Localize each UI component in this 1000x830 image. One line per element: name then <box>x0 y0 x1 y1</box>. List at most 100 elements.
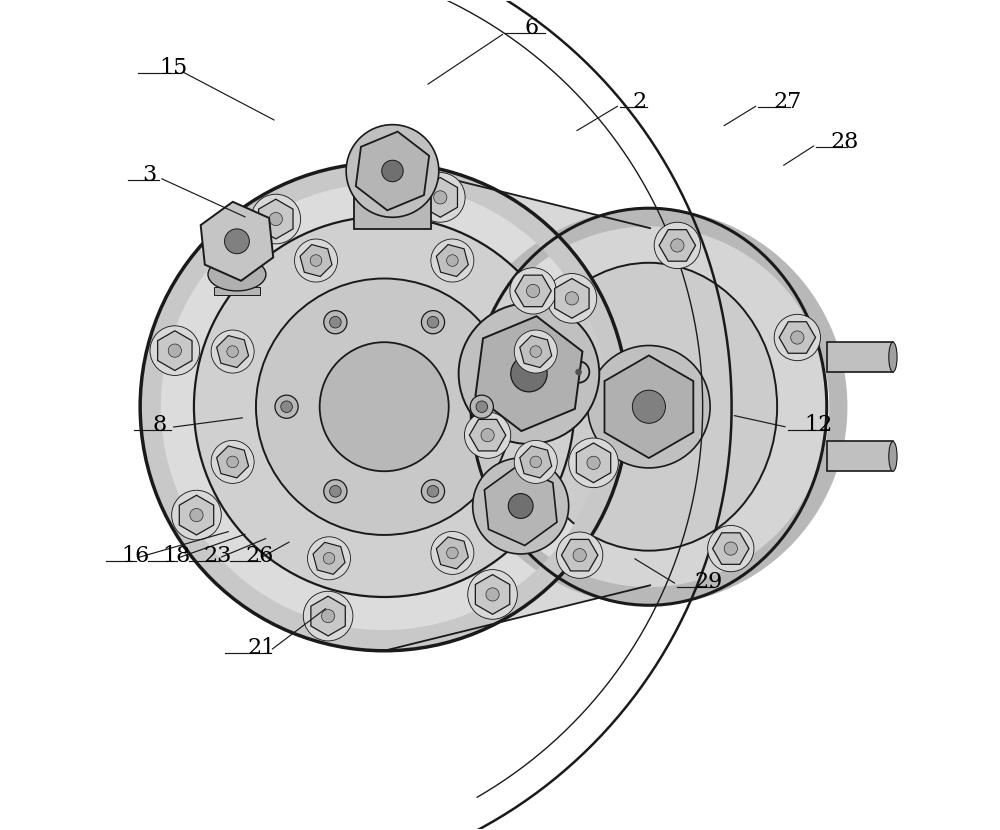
Text: 16: 16 <box>121 544 149 567</box>
Wedge shape <box>140 163 628 651</box>
Circle shape <box>330 486 341 497</box>
Circle shape <box>511 355 547 392</box>
Text: 6: 6 <box>525 17 539 39</box>
Bar <box>214 276 260 284</box>
Circle shape <box>168 344 181 357</box>
Circle shape <box>547 274 597 323</box>
Circle shape <box>557 532 603 579</box>
Polygon shape <box>576 443 611 483</box>
Polygon shape <box>217 446 249 478</box>
Circle shape <box>774 315 821 361</box>
Bar <box>214 287 260 295</box>
Circle shape <box>225 229 249 254</box>
Bar <box>214 241 260 249</box>
Polygon shape <box>313 542 345 574</box>
Circle shape <box>724 542 737 555</box>
Text: 29: 29 <box>694 571 723 593</box>
Polygon shape <box>520 335 552 368</box>
Polygon shape <box>436 537 468 569</box>
Polygon shape <box>300 245 332 276</box>
Circle shape <box>526 285 540 297</box>
Circle shape <box>514 441 557 483</box>
Circle shape <box>140 163 628 651</box>
Circle shape <box>421 480 445 503</box>
Polygon shape <box>217 335 249 368</box>
Polygon shape <box>436 245 468 276</box>
Circle shape <box>508 494 533 519</box>
Circle shape <box>323 553 335 564</box>
Bar <box>827 442 893 471</box>
Circle shape <box>588 345 710 468</box>
Polygon shape <box>475 316 582 431</box>
Polygon shape <box>659 230 696 261</box>
Text: 18: 18 <box>162 544 191 567</box>
Circle shape <box>434 191 447 204</box>
Bar <box>214 252 260 261</box>
Polygon shape <box>158 331 192 370</box>
Circle shape <box>575 369 582 375</box>
Circle shape <box>671 239 684 252</box>
Circle shape <box>211 441 254 483</box>
Bar <box>827 342 893 372</box>
Circle shape <box>153 175 616 638</box>
Circle shape <box>211 330 254 373</box>
Ellipse shape <box>521 263 777 550</box>
Polygon shape <box>201 202 273 281</box>
Circle shape <box>295 239 338 282</box>
Text: 8: 8 <box>153 414 167 436</box>
Ellipse shape <box>889 442 897 471</box>
Ellipse shape <box>208 258 266 291</box>
Circle shape <box>431 531 474 574</box>
Circle shape <box>421 310 445 334</box>
Polygon shape <box>179 496 214 535</box>
Circle shape <box>321 609 335 622</box>
Circle shape <box>476 401 488 413</box>
Polygon shape <box>423 178 457 217</box>
Circle shape <box>791 331 804 344</box>
Circle shape <box>654 222 701 269</box>
Polygon shape <box>561 540 598 571</box>
Text: 23: 23 <box>204 544 232 567</box>
Polygon shape <box>713 533 749 564</box>
Circle shape <box>172 491 221 540</box>
Ellipse shape <box>889 342 897 372</box>
Polygon shape <box>555 279 589 318</box>
Circle shape <box>459 303 599 444</box>
Text: 15: 15 <box>159 56 187 79</box>
Circle shape <box>481 428 494 442</box>
Polygon shape <box>779 322 816 354</box>
Circle shape <box>447 547 458 559</box>
Text: 27: 27 <box>773 91 801 114</box>
Circle shape <box>530 346 542 358</box>
Circle shape <box>431 239 474 282</box>
Circle shape <box>251 194 301 244</box>
FancyBboxPatch shape <box>375 193 410 219</box>
Circle shape <box>256 279 512 535</box>
Text: 26: 26 <box>245 544 273 567</box>
Circle shape <box>330 316 341 328</box>
Circle shape <box>447 255 458 266</box>
Circle shape <box>468 569 517 619</box>
Circle shape <box>227 346 238 358</box>
Polygon shape <box>515 276 551 306</box>
Circle shape <box>324 480 347 503</box>
Circle shape <box>310 255 322 266</box>
Circle shape <box>427 316 439 328</box>
Circle shape <box>415 173 465 222</box>
Circle shape <box>382 160 403 182</box>
Circle shape <box>514 330 557 373</box>
Circle shape <box>427 486 439 497</box>
Ellipse shape <box>471 208 827 605</box>
Text: 28: 28 <box>831 131 859 153</box>
Circle shape <box>510 268 556 314</box>
Circle shape <box>565 291 579 305</box>
FancyBboxPatch shape <box>354 188 431 229</box>
Circle shape <box>275 395 298 418</box>
Circle shape <box>346 124 439 217</box>
Polygon shape <box>475 574 510 614</box>
Circle shape <box>486 588 499 601</box>
Circle shape <box>281 401 292 413</box>
Circle shape <box>308 537 351 580</box>
Polygon shape <box>604 355 693 458</box>
Polygon shape <box>356 132 429 210</box>
